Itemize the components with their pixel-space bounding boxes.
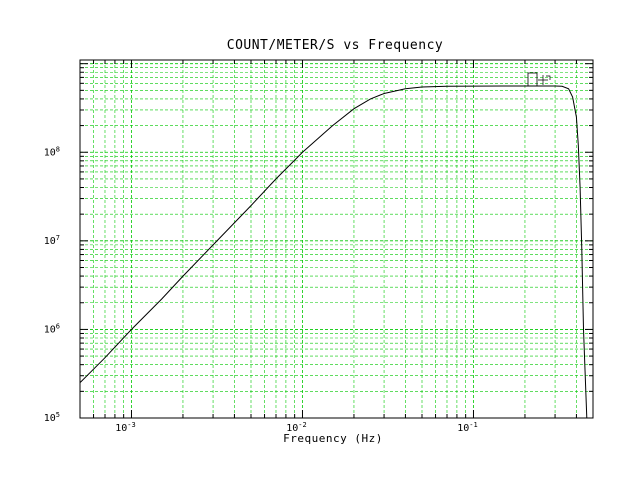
grid <box>79 60 594 419</box>
x-tick-label: 10-3 <box>115 421 135 434</box>
x-tick-label: 10-1 <box>457 421 477 434</box>
chart-title: COUNT/METER/S vs Frequency <box>227 38 444 53</box>
y-tick-label: 108 <box>44 145 60 158</box>
legend-box <box>527 72 538 87</box>
legend <box>527 72 551 87</box>
plot-frame <box>79 59 594 419</box>
legend-mark-icon <box>538 75 551 85</box>
series-line <box>79 85 588 419</box>
y-tick-labels: 105 106 107 108 <box>44 145 60 424</box>
x-tick-label: 10-2 <box>286 421 306 434</box>
y-tick-label: 105 <box>44 411 60 424</box>
x-tick-labels: 10-3 10-2 10-1 <box>115 421 477 434</box>
y-tick-label: 107 <box>44 234 60 247</box>
x-axis-label: Frequency (Hz) <box>283 432 383 445</box>
axis-ticks <box>79 60 594 419</box>
y-tick-label: 106 <box>44 322 60 335</box>
